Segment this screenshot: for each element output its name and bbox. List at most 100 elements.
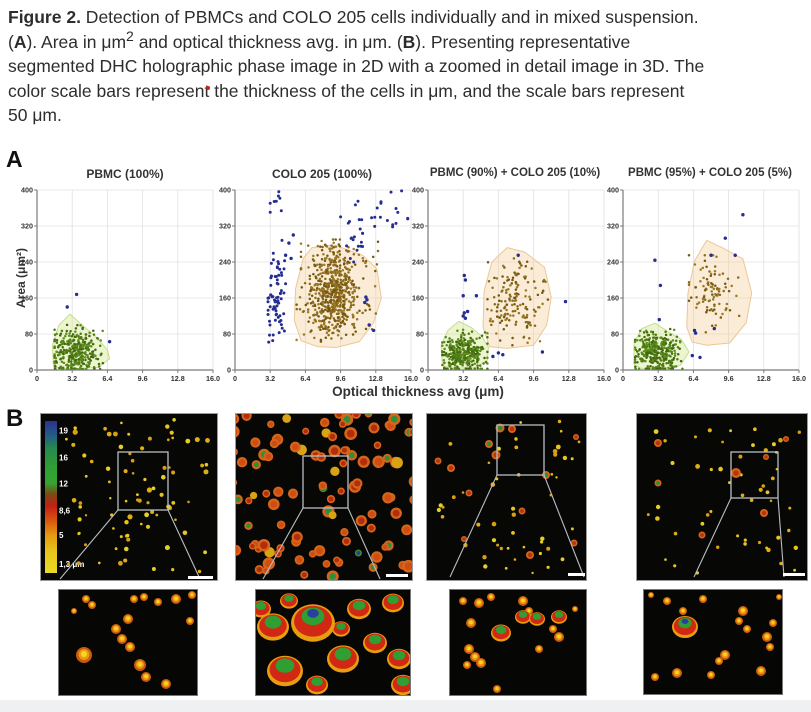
- y-tick-label: 400: [607, 186, 619, 195]
- phase-image-2d-3: [426, 413, 587, 581]
- x-tick-label: 6.4: [300, 374, 310, 383]
- y-tick-label: 400: [219, 186, 231, 195]
- zoom-inset-rect: [117, 451, 169, 511]
- thickness-colorbar: [45, 421, 57, 573]
- colo-population-hull: [686, 239, 753, 346]
- gridlines: [623, 189, 800, 370]
- zoom-image-3d-2: [255, 589, 411, 696]
- x-tick-label: 9.6: [336, 374, 346, 383]
- y-tick-label: 80: [223, 330, 231, 339]
- zoom-connector-line: [693, 497, 732, 578]
- scale-bar: [783, 573, 805, 576]
- pbmc-cells: [646, 427, 801, 575]
- scale-bar: [568, 573, 585, 576]
- gridlines: [235, 189, 412, 370]
- y-tick-label: 0: [29, 366, 33, 375]
- colo205-cells: [235, 413, 413, 581]
- y-tick-label: 240: [412, 258, 424, 267]
- x-tick-label: 9.6: [529, 374, 539, 383]
- x-axis-label: Optical thickness avg (μm): [332, 384, 504, 399]
- outlier-data-points: [268, 190, 283, 214]
- colorbar-label: 5: [59, 531, 64, 540]
- scatter-plot-4: 0 3.2 6.4 9.6 12.8 16.0 0 80 160 240 320 400: [607, 186, 806, 384]
- outlier-data-points: [339, 189, 410, 248]
- scatter-plot-3: 0 3.2 6.4 9.6 12.8 16.0 0 80 160 240 320 400: [412, 186, 611, 384]
- figure-caption: Figure 2. Detection of PBMCs and COLO 20…: [8, 5, 808, 128]
- colo-data-points: [299, 237, 380, 295]
- y-tick-label: 320: [21, 222, 33, 231]
- y-tick-label: 320: [412, 222, 424, 231]
- outlier-points: [65, 292, 112, 344]
- zoom-connector-line: [449, 474, 498, 578]
- x-tick-label: 6.4: [102, 374, 112, 383]
- x-tick-label: 3.2: [458, 374, 468, 383]
- gridlines: [428, 189, 605, 370]
- annotation-dot: [206, 86, 210, 90]
- x-tick-label: 6.4: [688, 374, 698, 383]
- outlier-points: [461, 253, 568, 359]
- zoom-connector-line: [543, 474, 585, 578]
- x-tick-label: 16.0: [792, 374, 806, 383]
- y-tick-label: 0: [420, 366, 424, 375]
- y-tick-label: 400: [412, 186, 424, 195]
- x-tick-label: 0: [233, 374, 237, 383]
- y-tick-label: 320: [607, 222, 619, 231]
- plot-title-pbmc-100: PBMC (100%): [86, 167, 164, 181]
- y-tick-label: 0: [227, 366, 231, 375]
- panel-a-label: A: [6, 146, 23, 172]
- x-tick-label: 0: [621, 374, 625, 383]
- colo-data-points: [308, 238, 364, 340]
- colo-data-points: [295, 274, 378, 343]
- phase-image-2d-4: [636, 413, 808, 581]
- x-tick-label: 16.0: [404, 374, 418, 383]
- caption-line: segmented DHC holographic phase image in…: [8, 56, 705, 77]
- scale-bar: [386, 574, 408, 577]
- x-tick-label: 12.8: [369, 374, 383, 383]
- x-tick-label: 12.8: [562, 374, 576, 383]
- scale-bar: [188, 576, 213, 579]
- zoom-inset-rect: [496, 424, 545, 476]
- zoom-inset-rect: [730, 451, 779, 499]
- colo-data-points: [486, 297, 542, 347]
- y-tick-label: 400: [21, 186, 33, 195]
- colorbar-label: 16: [59, 453, 68, 462]
- x-tick-label: 3.2: [265, 374, 275, 383]
- y-tick-label: 240: [219, 258, 231, 267]
- pbmc-cells: [436, 419, 581, 575]
- colo-data-points: [486, 257, 550, 342]
- outlier-points: [653, 213, 745, 360]
- caption-line: (A). Area in μm2 and optical thickness a…: [8, 27, 631, 52]
- x-tick-label: 9.6: [724, 374, 734, 383]
- phase-image-2d-2: [235, 413, 413, 581]
- plot-title-pbmc90-colo10: PBMC (90%) + COLO 205 (10%): [429, 167, 601, 179]
- x-tick-label: 16.0: [597, 374, 611, 383]
- y-tick-label: 160: [412, 294, 424, 303]
- zoom-connector-line: [262, 507, 304, 580]
- colorbar-label: 12: [59, 479, 68, 488]
- y-tick-label: 80: [25, 330, 33, 339]
- y-tick-label: 160: [607, 294, 619, 303]
- outlier-data-points: [348, 220, 365, 264]
- scatter-plot-2: 0 3.2 6.4 9.6 12.8 16.0 0 80 160 240 320 400: [219, 186, 418, 384]
- zoom-connector-line: [59, 509, 119, 580]
- zoom-connector-line: [347, 507, 381, 580]
- outlier-points: [283, 233, 376, 333]
- colorbar-label: 8,6: [59, 507, 71, 516]
- page-footer: [0, 700, 811, 712]
- x-tick-label: 3.2: [67, 374, 77, 383]
- zoom-image-3d-4: [643, 589, 783, 695]
- y-tick-label: 0: [615, 366, 619, 375]
- x-tick-label: 12.8: [171, 374, 185, 383]
- y-tick-label: 80: [416, 330, 424, 339]
- x-tick-label: 0: [35, 374, 39, 383]
- plot-title-colo-100: COLO 205 (100%): [271, 167, 373, 181]
- y-tick-label: 320: [219, 222, 231, 231]
- colo-data-points: [687, 254, 741, 334]
- colo205-cells: [654, 436, 789, 539]
- zoom-connector-line: [777, 497, 785, 578]
- caption-line: color scale bars represent the thickness…: [8, 80, 685, 101]
- x-tick-label: 6.4: [493, 374, 503, 383]
- pbmc-data-points: [633, 327, 684, 370]
- y-tick-label: 160: [219, 294, 231, 303]
